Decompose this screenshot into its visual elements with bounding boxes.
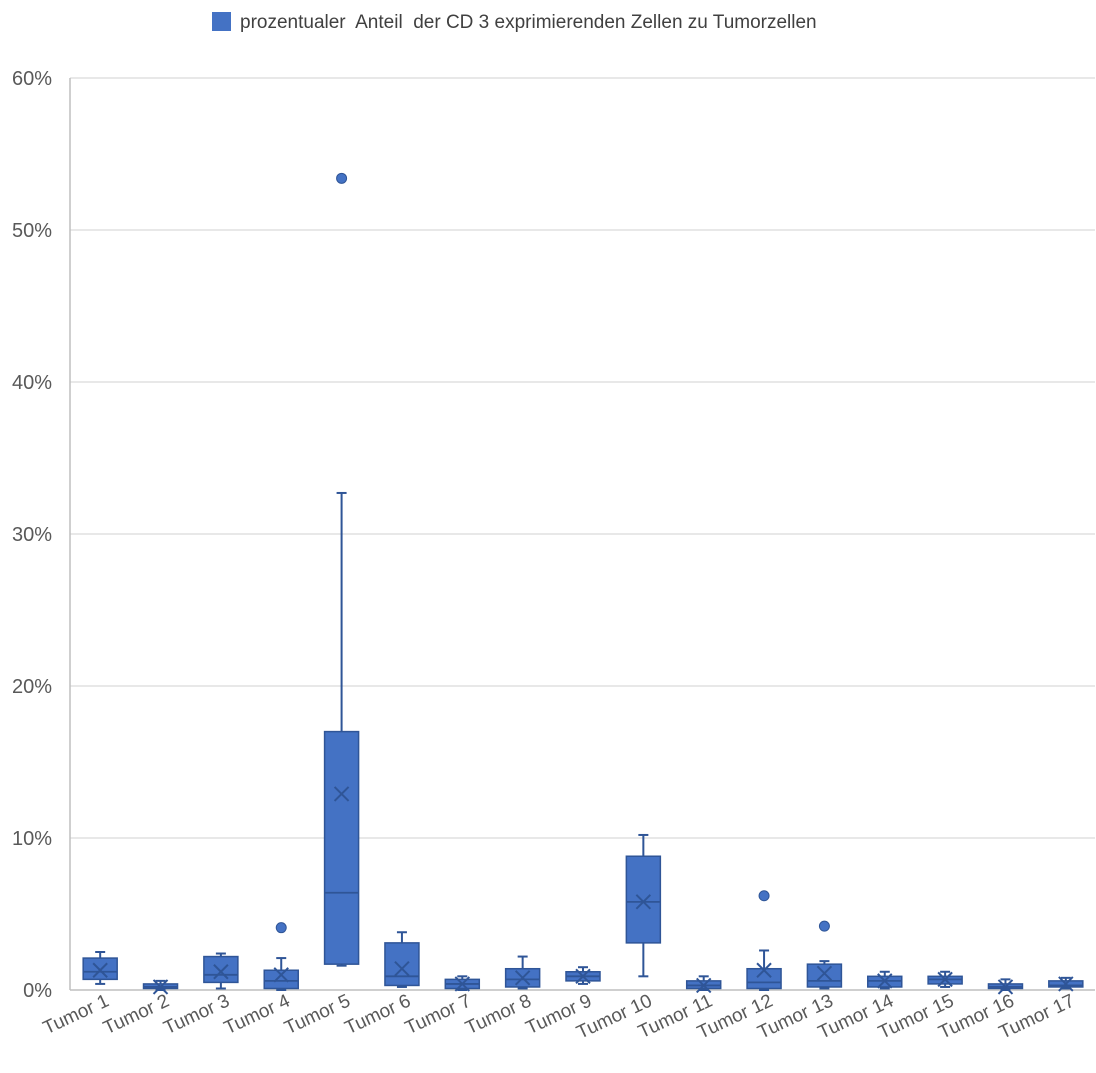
box-4 — [263, 922, 299, 991]
mean-marker — [997, 979, 1014, 995]
y-axis-tick-labels: 0% 10% 20% 30% 40% 50% 60% — [12, 68, 52, 1002]
box-6 — [384, 931, 420, 988]
y-tick-label: 10% — [12, 828, 52, 850]
y-tick-label: 30% — [12, 524, 52, 546]
x-category-label: Tumor 2 — [100, 990, 172, 1039]
outlier-point — [758, 890, 770, 902]
mean-marker — [756, 962, 772, 978]
box-2 — [142, 979, 179, 995]
mean-marker — [152, 979, 169, 995]
x-category-label: Tumor 3 — [161, 990, 233, 1039]
mean-marker — [816, 965, 833, 981]
box-10 — [625, 833, 662, 978]
box-13 — [806, 920, 843, 990]
outlier-point — [275, 922, 287, 934]
mean-marker — [454, 976, 471, 992]
y-tick-label: 0% — [23, 980, 52, 1002]
x-category-label: Tumor 8 — [462, 990, 534, 1039]
y-tick-label: 50% — [12, 220, 52, 242]
y-tick-label: 40% — [12, 372, 52, 394]
mean-marker — [273, 967, 289, 983]
x-category-label: Tumor 5 — [281, 990, 353, 1039]
box-iqr — [806, 963, 843, 988]
box-11 — [685, 975, 722, 994]
box-5 — [323, 172, 360, 967]
y-tick-label: 60% — [12, 68, 52, 90]
box-iqr — [263, 969, 299, 990]
mean-marker — [514, 970, 531, 986]
x-category-label: Tumor 7 — [402, 990, 474, 1039]
box-17 — [1048, 976, 1084, 992]
box-9 — [565, 966, 601, 985]
mean-marker — [92, 962, 108, 978]
box-iqr — [203, 955, 239, 984]
mean-marker — [575, 968, 591, 985]
box-8 — [504, 955, 541, 990]
mean-marker — [394, 961, 410, 977]
box-15 — [927, 970, 963, 988]
legend-swatch — [212, 12, 231, 31]
outlier-point — [336, 172, 348, 184]
mean-marker — [333, 786, 350, 802]
box-1 — [82, 951, 118, 985]
mean-marker — [635, 894, 652, 910]
mean-marker — [213, 964, 229, 980]
gridlines — [69, 77, 1095, 991]
mean-marker — [1058, 976, 1074, 992]
box-16 — [987, 978, 1024, 995]
x-category-label: Tumor 4 — [221, 990, 294, 1039]
box-iqr — [384, 942, 420, 987]
box-iqr — [746, 967, 782, 990]
box-12 — [746, 890, 782, 991]
outlier-point — [818, 920, 830, 932]
box-14 — [867, 970, 903, 990]
box-3 — [203, 952, 239, 990]
box-7 — [444, 975, 481, 992]
legend: prozentualer Anteil der CD 3 exprimieren… — [212, 12, 817, 33]
box-iqr — [625, 855, 662, 944]
mean-marker — [877, 973, 893, 989]
legend-label: prozentualer Anteil der CD 3 exprimieren… — [240, 12, 817, 33]
y-tick-label: 20% — [12, 676, 52, 698]
mean-marker — [695, 977, 712, 994]
plot-area — [82, 172, 1084, 995]
box-iqr — [323, 730, 360, 965]
box-iqr — [82, 957, 118, 981]
x-category-label: Tumor 6 — [342, 990, 414, 1039]
mean-marker — [937, 971, 953, 988]
